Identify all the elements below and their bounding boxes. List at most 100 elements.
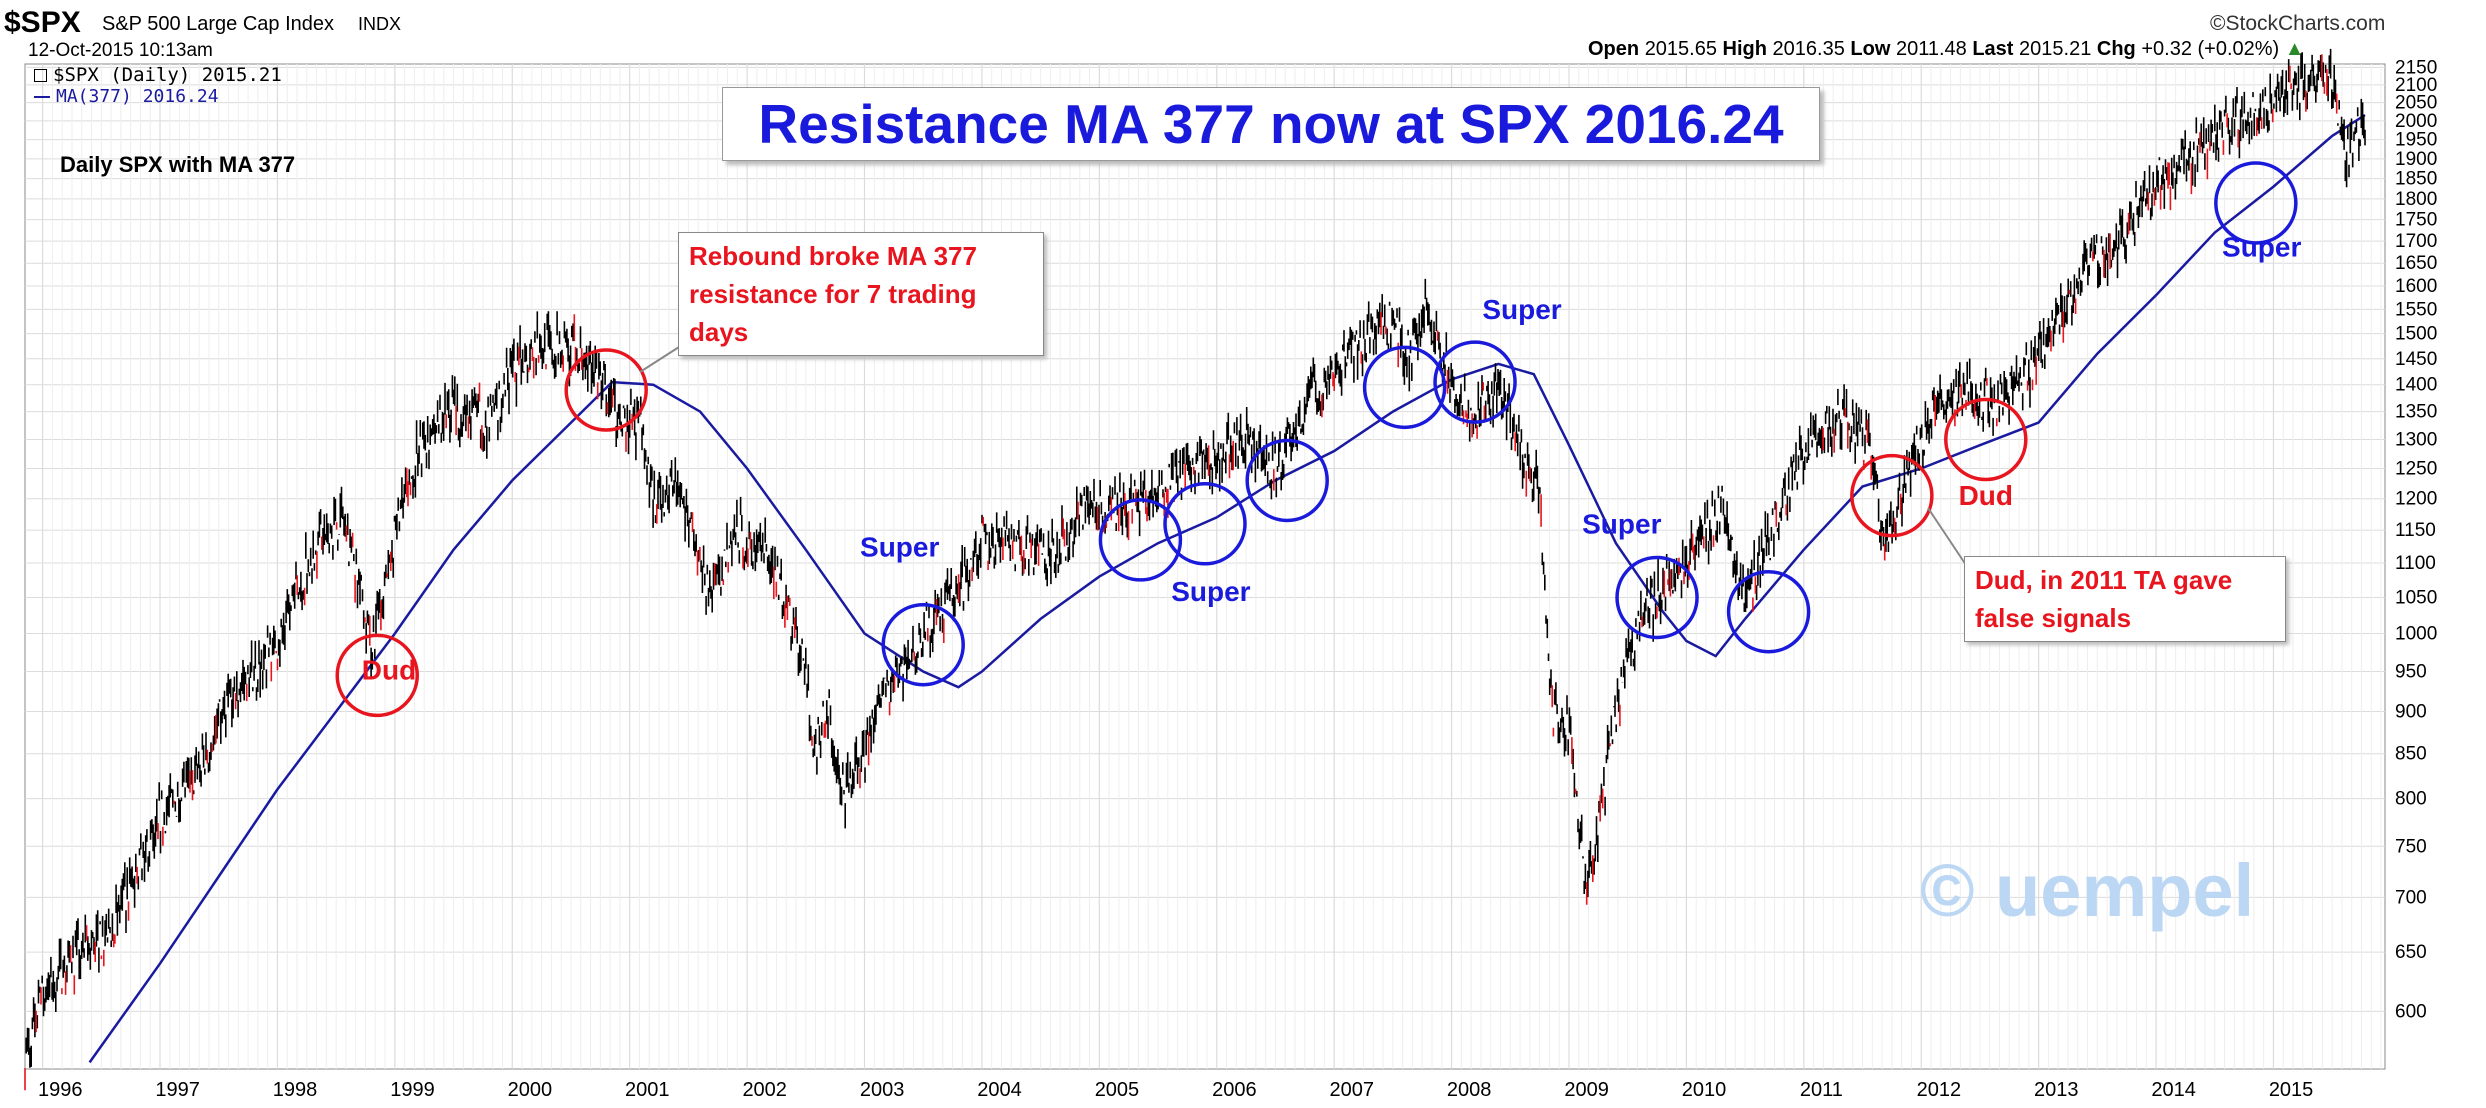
y-tick-label: 1050 — [2395, 587, 2437, 608]
y-tick-label: 900 — [2395, 701, 2427, 722]
symbol-name: S&P 500 Large Cap Index — [102, 13, 335, 35]
y-tick-label: 1550 — [2395, 299, 2437, 320]
blue-signal-circle — [1615, 555, 1699, 640]
open-label: Open — [1588, 38, 1640, 60]
quote-bar: Open 2015.65 High 2016.35 Low 2011.48 La… — [1588, 38, 2305, 61]
blue-signal-circle — [2214, 161, 2298, 245]
x-tick-label: 2006 — [1212, 1079, 1257, 1101]
y-tick-label: 2000 — [2395, 111, 2437, 132]
y-tick-label: 1700 — [2395, 231, 2437, 252]
annotation-dud: Dud — [1959, 480, 2013, 511]
y-tick-label: 1100 — [2395, 553, 2436, 574]
y-tick-label: 1850 — [2395, 169, 2437, 190]
x-tick-label: 1997 — [155, 1079, 200, 1101]
x-tick-label: 2001 — [625, 1079, 670, 1101]
x-tick-label: 2015 — [2269, 1079, 2314, 1101]
annotation-super: Super — [860, 531, 939, 562]
x-tick-label: 2009 — [1564, 1079, 1609, 1101]
y-tick-label: 1600 — [2395, 276, 2437, 297]
annotation-dud: Dud — [362, 654, 416, 685]
red-signal-circle — [564, 348, 648, 432]
chg-label: Chg — [2096, 38, 2136, 60]
x-tick-label: 1996 — [38, 1079, 83, 1101]
callout-2-pointer — [1927, 507, 1969, 569]
y-tick-label: 950 — [2395, 661, 2427, 682]
blue-signal-circle — [1726, 569, 1811, 654]
axis-labels: 600 650 700 750 800 850 900 950 1000 1050 1100 1150… — [38, 57, 2437, 1101]
signal-circles — [335, 161, 2298, 718]
x-tick-label: 2011 — [1800, 1079, 1843, 1101]
open-value: 2015.65 — [1644, 38, 1717, 60]
x-tick-label: 1998 — [273, 1079, 318, 1101]
y-tick-label: 1350 — [2395, 402, 2437, 423]
x-tick-label: 2002 — [742, 1079, 787, 1101]
chart-title: Resistance MA 377 now at SPX 2016.24 — [722, 87, 1820, 161]
y-tick-label: 1450 — [2395, 349, 2437, 370]
legend-ma-text: MA(377) 2016.24 — [56, 86, 219, 107]
grid-lines — [25, 64, 2385, 1069]
y-tick-label: 1800 — [2395, 189, 2437, 210]
x-tick-label: 2014 — [2151, 1079, 2196, 1101]
y-tick-label: 1200 — [2395, 489, 2437, 510]
high-label: High — [1722, 38, 1767, 60]
low-label: Low — [1850, 38, 1891, 60]
y-tick-label: 1500 — [2395, 324, 2437, 345]
x-tick-label: 1999 — [390, 1079, 435, 1101]
blue-signal-circle — [1362, 345, 1447, 430]
blue-signal-circle — [1433, 340, 1517, 424]
ma-377-line — [88, 113, 2366, 1064]
annotation-super: Super — [1582, 508, 1661, 539]
x-tick-label: 2008 — [1447, 1079, 1492, 1101]
blue-signal-circle — [1098, 498, 1183, 582]
note-daily: Daily SPX with MA 377 — [60, 152, 296, 177]
legend-ma: MA(377) 2016.24 — [34, 86, 219, 107]
spx-price-bars — [25, 48, 2366, 1068]
chg-value: +0.32 (+0.02%) — [2141, 38, 2280, 60]
y-tick-label: 1650 — [2395, 253, 2437, 274]
spx-price-bars-down — [24, 54, 2338, 1091]
watermark: © uempel — [1920, 849, 2255, 932]
y-tick-label: 800 — [2395, 789, 2427, 810]
callout-rebound: Rebound broke MA 377 resistance for 7 tr… — [678, 232, 1044, 356]
annotation-super: Super — [2222, 231, 2301, 262]
y-tick-label: 2050 — [2395, 93, 2437, 114]
datetime: 12-Oct-2015 10:13am — [28, 40, 213, 61]
x-tick-label: 2005 — [1095, 1079, 1140, 1101]
high-value: 2016.35 — [1772, 38, 1845, 60]
y-tick-label: 1300 — [2395, 430, 2437, 451]
price-layer — [24, 48, 2366, 1091]
y-tick-label: 650 — [2395, 942, 2427, 963]
blue-signal-circle — [1245, 438, 1329, 523]
last-value: 2015.21 — [2019, 38, 2092, 60]
y-tick-label: 750 — [2395, 836, 2427, 857]
y-tick-label: 1150 — [2395, 520, 2436, 541]
y-tick-label: 850 — [2395, 744, 2427, 765]
blue-signal-circle — [1163, 482, 1247, 566]
x-tick-label: 2012 — [1917, 1079, 1962, 1101]
x-tick-label: 2003 — [860, 1079, 905, 1101]
annotation-super: Super — [1482, 294, 1561, 325]
brand: ©StockCharts.com — [2210, 12, 2386, 35]
y-tick-label: 1950 — [2395, 130, 2437, 151]
price-swatch-icon — [34, 69, 47, 82]
legend-price-text: $SPX (Daily) 2015.21 — [53, 64, 282, 86]
last-label: Last — [1972, 38, 2014, 60]
low-value: 2011.48 — [1895, 38, 1967, 60]
y-tick-label: 1400 — [2395, 375, 2437, 396]
symbol: $SPX — [4, 6, 81, 39]
annotation-super: Super — [1171, 576, 1250, 607]
ma-swatch-icon — [34, 96, 50, 98]
blue-signal-circle — [881, 602, 965, 687]
y-tick-label: 1750 — [2395, 210, 2437, 231]
annotation-labels: Dud Super Super Super Super Dud Super — [362, 231, 2302, 685]
x-tick-label: 2007 — [1330, 1079, 1375, 1101]
red-signal-circle — [335, 633, 419, 718]
up-arrow-icon: ▲ — [2284, 38, 2305, 60]
y-tick-label: 2150 — [2395, 57, 2437, 78]
y-tick-label: 1000 — [2395, 624, 2437, 645]
y-tick-label: 1900 — [2395, 149, 2437, 170]
symbol-exchange: INDX — [358, 14, 402, 34]
red-signal-circle — [1850, 453, 1934, 538]
ma-377-layer — [88, 113, 2366, 1064]
